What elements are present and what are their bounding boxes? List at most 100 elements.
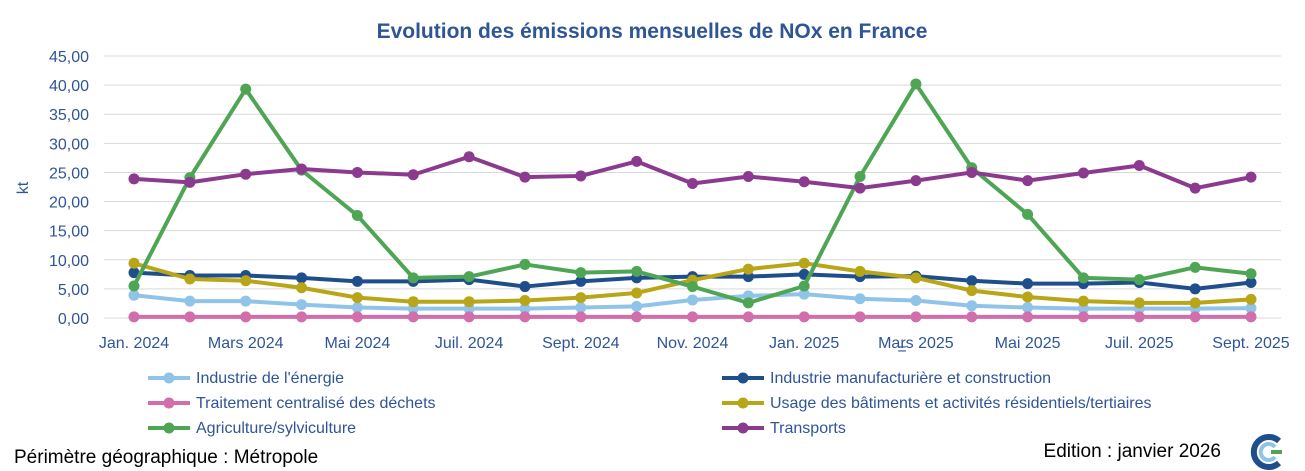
data-point bbox=[1245, 311, 1257, 323]
data-point bbox=[1245, 276, 1257, 288]
data-point bbox=[1189, 283, 1201, 295]
legend-label: Traitement centralisé des déchets bbox=[196, 395, 436, 412]
data-point bbox=[128, 173, 140, 185]
data-point bbox=[519, 295, 531, 307]
data-point bbox=[910, 175, 922, 187]
edition-note: Edition : janvier 2026 bbox=[1043, 441, 1221, 462]
legend-marker bbox=[737, 422, 749, 434]
data-point bbox=[631, 155, 643, 167]
data-point bbox=[631, 265, 643, 277]
data-point bbox=[1245, 302, 1257, 314]
data-point bbox=[854, 311, 866, 323]
y-tick-label: 45,00 bbox=[49, 49, 89, 66]
y-tick-labels: 0,00 5,00 10,00 15,00 20,00 25,00 30,00 35,00 40… bbox=[49, 49, 89, 328]
data-point bbox=[351, 302, 363, 314]
data-point bbox=[687, 281, 698, 293]
data-point bbox=[1022, 291, 1034, 303]
data-point bbox=[128, 280, 140, 292]
data-point bbox=[463, 151, 475, 163]
x-tick-label: Juil. 2025 bbox=[1105, 335, 1174, 352]
data-point bbox=[798, 311, 810, 323]
data-point bbox=[1022, 175, 1034, 187]
data-point bbox=[1077, 272, 1089, 284]
x-tick-label: Jan. 2024 bbox=[99, 335, 169, 352]
x-tick-label: Mai 2025 bbox=[995, 335, 1061, 352]
data-point bbox=[296, 299, 308, 311]
data-point bbox=[1189, 261, 1201, 273]
legend-item: Industrie de l'énergie bbox=[148, 370, 344, 387]
data-point bbox=[519, 258, 531, 270]
legend: Industrie de l'énergie Industrie manufact… bbox=[148, 370, 1152, 437]
data-point bbox=[854, 182, 866, 194]
data-point bbox=[351, 292, 363, 304]
data-point bbox=[296, 282, 308, 294]
legend-marker bbox=[163, 397, 175, 409]
data-point bbox=[1245, 171, 1257, 183]
data-point bbox=[1077, 167, 1089, 179]
data-point bbox=[1133, 297, 1145, 309]
data-point bbox=[631, 287, 643, 299]
data-point bbox=[240, 295, 252, 307]
data-point bbox=[631, 311, 643, 323]
legend-marker bbox=[737, 372, 749, 384]
data-point bbox=[184, 176, 196, 188]
data-point bbox=[1133, 311, 1145, 323]
series-group bbox=[128, 151, 1257, 194]
data-point bbox=[1189, 182, 1201, 194]
legend-item: Industrie manufacturière et construction bbox=[722, 370, 1051, 387]
data-point bbox=[575, 302, 587, 314]
data-point bbox=[854, 293, 866, 305]
data-point bbox=[128, 289, 140, 301]
data-point bbox=[184, 295, 196, 307]
data-point bbox=[798, 288, 810, 300]
data-point bbox=[519, 171, 531, 183]
legend-marker bbox=[163, 372, 175, 384]
data-point bbox=[463, 311, 475, 323]
legend-label: Industrie de l'énergie bbox=[196, 370, 344, 387]
series-group bbox=[128, 257, 1257, 309]
data-point bbox=[240, 83, 252, 95]
data-point bbox=[1077, 295, 1089, 307]
data-point bbox=[351, 166, 363, 178]
x-tick-label: Mars 2024 bbox=[208, 335, 284, 352]
series-group bbox=[128, 311, 1257, 323]
data-point bbox=[798, 257, 810, 269]
data-point bbox=[910, 78, 922, 90]
legend-label: Industrie manufacturière et construction bbox=[770, 370, 1051, 387]
data-point bbox=[742, 171, 754, 183]
data-point bbox=[854, 171, 866, 183]
data-point bbox=[296, 311, 308, 323]
y-tick-label: 25,00 bbox=[49, 165, 89, 182]
data-point bbox=[128, 311, 140, 323]
x-tick-labels: Jan. 2024 Mars 2024 Mai 2024 Juil. 2024 Sept… bbox=[99, 335, 1290, 352]
data-point bbox=[910, 295, 922, 307]
data-point bbox=[1189, 297, 1201, 309]
legend-marker bbox=[163, 422, 175, 434]
logo-arc-light bbox=[1258, 442, 1277, 462]
data-point bbox=[1245, 268, 1257, 280]
data-point bbox=[519, 303, 531, 315]
data-point bbox=[240, 168, 252, 180]
data-point bbox=[854, 265, 866, 277]
legend-item: Traitement centralisé des déchets bbox=[148, 395, 436, 412]
data-point bbox=[575, 275, 587, 287]
data-point bbox=[631, 300, 643, 312]
data-point bbox=[240, 275, 252, 287]
data-point bbox=[1022, 278, 1034, 290]
data-point bbox=[966, 275, 978, 287]
data-point bbox=[742, 271, 754, 283]
y-tick-label: 20,00 bbox=[49, 195, 89, 212]
legend-item: Agriculture/sylviculture bbox=[148, 420, 356, 437]
data-point bbox=[407, 169, 419, 181]
y-tick-label: 30,00 bbox=[49, 136, 89, 153]
data-point bbox=[1022, 208, 1034, 220]
perimetre-note: Périmètre géographique : Métropole bbox=[14, 447, 319, 468]
data-point bbox=[407, 311, 419, 323]
data-point bbox=[910, 272, 922, 284]
x-tick-label: Nov. 2024 bbox=[657, 335, 729, 352]
data-point bbox=[407, 296, 419, 308]
data-point bbox=[966, 285, 978, 297]
data-point bbox=[296, 163, 308, 175]
series-lines bbox=[128, 78, 1257, 323]
data-point bbox=[463, 296, 475, 308]
